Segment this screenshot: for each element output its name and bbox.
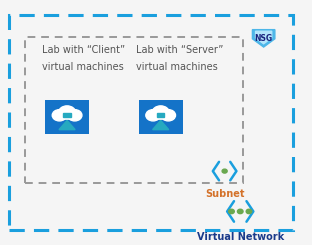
Text: Subnet: Subnet bbox=[205, 189, 244, 199]
Polygon shape bbox=[153, 120, 169, 130]
Text: Lab with “Client”: Lab with “Client” bbox=[42, 45, 125, 55]
Text: Lab with “Server”: Lab with “Server” bbox=[136, 45, 223, 55]
Circle shape bbox=[246, 209, 252, 214]
Text: virtual machines: virtual machines bbox=[136, 62, 217, 72]
Circle shape bbox=[146, 110, 160, 121]
FancyBboxPatch shape bbox=[45, 100, 89, 135]
Text: Virtual Network: Virtual Network bbox=[197, 232, 284, 242]
Circle shape bbox=[161, 110, 176, 121]
FancyBboxPatch shape bbox=[139, 100, 183, 135]
Polygon shape bbox=[59, 120, 75, 130]
Circle shape bbox=[237, 209, 243, 214]
Polygon shape bbox=[256, 31, 272, 44]
Polygon shape bbox=[252, 30, 275, 47]
Polygon shape bbox=[157, 113, 164, 117]
Text: NSG: NSG bbox=[255, 34, 273, 43]
Circle shape bbox=[229, 209, 234, 214]
Circle shape bbox=[152, 106, 169, 119]
Circle shape bbox=[59, 106, 76, 119]
Circle shape bbox=[52, 110, 67, 121]
Text: virtual machines: virtual machines bbox=[42, 62, 124, 72]
Circle shape bbox=[67, 110, 82, 121]
Polygon shape bbox=[63, 113, 71, 117]
Circle shape bbox=[222, 169, 227, 173]
